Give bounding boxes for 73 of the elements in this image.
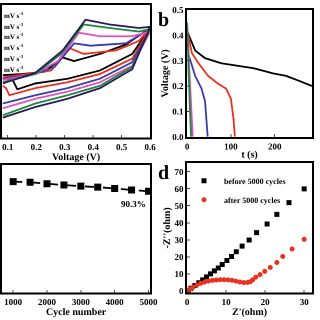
y-tick-label: 0.0 (172, 132, 184, 142)
point (220, 262, 225, 268)
point (234, 249, 239, 254)
x-tick-label: 1000 (4, 297, 23, 308)
y-tick-label: 0.1 (172, 106, 184, 117)
y-tick-label: 30 (174, 234, 184, 245)
x-tick-label: 30 (300, 297, 310, 308)
point (94, 184, 102, 191)
x-tick-label: 0.4 (88, 142, 100, 152)
point (216, 265, 221, 270)
point (274, 212, 280, 217)
x-tick-label: 20 (260, 297, 270, 308)
x-tick-label: 10 (222, 297, 232, 308)
x-tick-label: 0.1 (2, 142, 14, 152)
point (274, 260, 280, 265)
x-axis-title: Voltage (V) (52, 152, 100, 164)
point (208, 271, 213, 276)
y-tick-label: 10 (174, 269, 184, 280)
annotation: 90.3% (121, 199, 146, 209)
point (224, 258, 230, 263)
x-tick-label: 0.6 (144, 142, 156, 152)
x-tick-label: 5000 (139, 297, 158, 308)
x-tick-label: 0.3 (59, 142, 71, 152)
x-tick-label: 200 (268, 141, 282, 152)
y-axis-title: -Z''(ohm) (162, 207, 174, 248)
point (77, 182, 84, 190)
point (280, 254, 286, 260)
legend-label: before 5000 cycles (224, 176, 286, 186)
x-tick-label: 0.5 (116, 142, 128, 152)
point (240, 244, 245, 249)
y-tick-label: 60 (174, 184, 184, 194)
y-tick-label: 50 (174, 200, 184, 211)
y-tick-label: 0.3 (172, 56, 184, 66)
y-tick-label: 40 (174, 218, 184, 228)
point (262, 268, 268, 274)
x-axis-title: t (s) (241, 149, 258, 160)
y-tick-label: 20 (174, 252, 184, 262)
y-tick-label: 0.4 (172, 30, 184, 40)
point (264, 221, 270, 226)
point (246, 238, 252, 242)
point (254, 230, 260, 236)
point (10, 178, 17, 186)
y-tick-label: 70 (174, 166, 184, 177)
point (128, 186, 136, 194)
x-axis-title: Z'(ohm) (232, 307, 268, 318)
chart-title: b (158, 9, 170, 31)
x-tick-label: 3000 (72, 297, 90, 308)
point (286, 200, 292, 206)
point (258, 272, 263, 278)
y-tick-label: 0.5 (172, 5, 184, 16)
x-tick-label: 0.2 (30, 142, 42, 152)
point (302, 236, 307, 242)
point (302, 186, 307, 192)
point (253, 274, 258, 280)
point (250, 277, 256, 282)
point (111, 185, 118, 192)
point (290, 246, 295, 252)
y-axis-title: Voltage (V) (160, 49, 171, 98)
point (44, 180, 50, 188)
legend-label: after 5000 cycles (224, 196, 280, 205)
y-tick-label: 0.2 (172, 81, 184, 92)
x-tick-label: 2000 (38, 297, 56, 308)
chart-title: d (158, 162, 170, 184)
y-tick-label: 0 (179, 286, 184, 296)
point (60, 182, 68, 189)
point (268, 264, 273, 270)
x-tick-label: 4000 (106, 297, 124, 308)
point (212, 268, 217, 274)
x-tick-label: 100 (224, 141, 238, 152)
point (144, 188, 150, 195)
point (26, 178, 34, 186)
x-axis-title: Cycle number (46, 307, 107, 318)
point (229, 254, 234, 260)
